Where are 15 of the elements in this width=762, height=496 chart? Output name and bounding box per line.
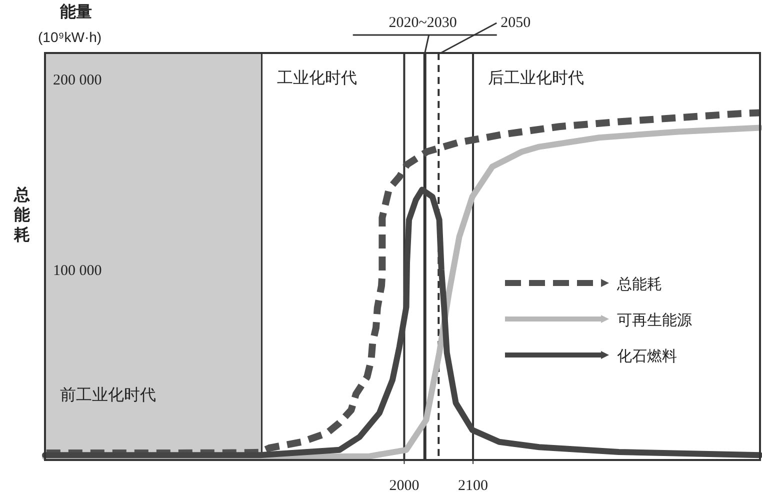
- ref-line-label: 2050: [500, 15, 531, 31]
- x-tick-label: 2000: [389, 478, 420, 494]
- band-label: 工业化时代: [276, 69, 357, 87]
- y-tick-label: 200 000: [53, 72, 102, 89]
- band-label: 后工业化时代: [488, 69, 584, 87]
- legend-label: 化石燃料: [617, 348, 677, 365]
- legend-label: 可再生能源: [617, 312, 692, 329]
- text: (10⁹kW·h): [38, 29, 102, 45]
- legend-label: 总能耗: [616, 276, 662, 293]
- x-tick-label: 2100: [458, 478, 488, 494]
- text: 能量: [60, 3, 92, 21]
- y-axis-title: 总能耗: [13, 186, 30, 244]
- band-label: 前工业化时代: [60, 386, 156, 404]
- y-tick-label: 100 000: [53, 262, 102, 279]
- ref-line-label: 2020~2030: [388, 15, 457, 31]
